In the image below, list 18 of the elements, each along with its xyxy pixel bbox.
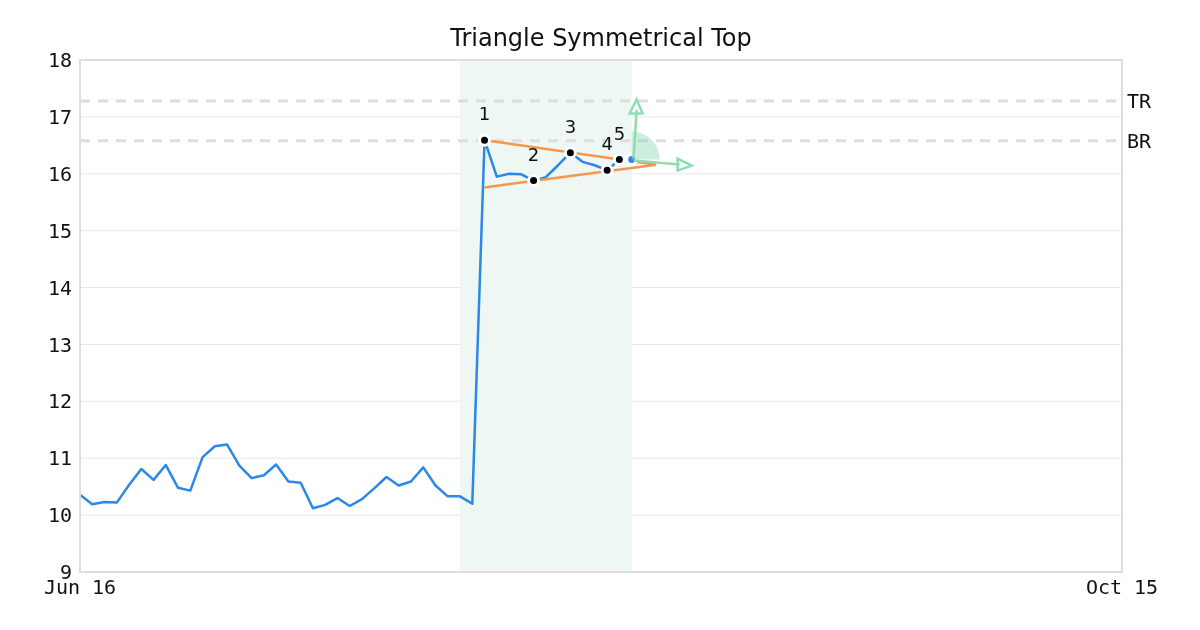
ref-line-label: BR bbox=[1127, 128, 1153, 153]
y-tick-label: 13 bbox=[47, 332, 72, 357]
ref-line-label: TR bbox=[1127, 89, 1153, 114]
y-tick-label: 18 bbox=[47, 48, 72, 73]
y-tick-label: 17 bbox=[47, 104, 72, 129]
y-tick-label: 16 bbox=[47, 161, 72, 186]
annotation: 3 bbox=[564, 115, 577, 137]
y-tick-label: 11 bbox=[47, 446, 72, 471]
chart-title: Triangle Symmetrical Top bbox=[449, 24, 753, 52]
y-tick-label: 14 bbox=[47, 275, 72, 300]
annotation: 1 bbox=[478, 103, 491, 125]
y-tick-label: 10 bbox=[47, 503, 72, 528]
annotation: 4 bbox=[601, 133, 613, 155]
annotation: 2 bbox=[527, 143, 540, 165]
y-tick-label: 15 bbox=[47, 218, 72, 243]
x-tick-label: Oct 15 bbox=[1085, 575, 1159, 600]
y-tick-label: 12 bbox=[47, 389, 72, 414]
annotation: 5 bbox=[613, 122, 626, 144]
